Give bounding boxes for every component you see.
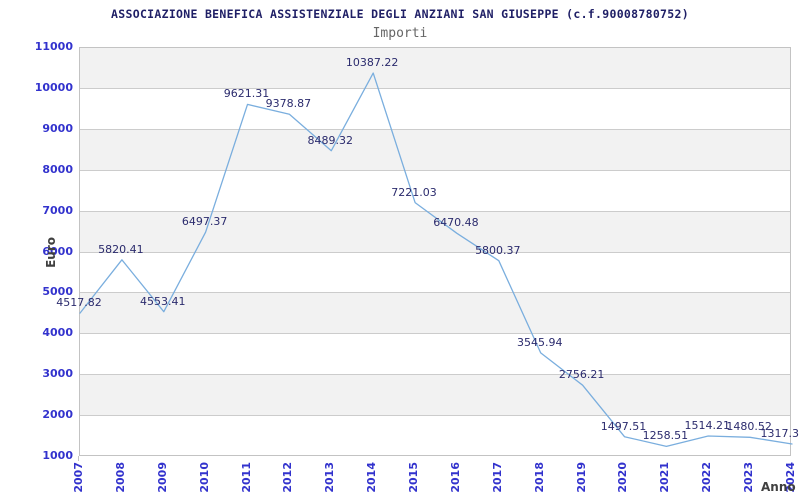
value-label: 6470.48	[433, 216, 479, 230]
value-label: 2756.21	[558, 368, 605, 382]
y-tick-label: 3000	[42, 367, 73, 381]
value-label: 5800.37	[475, 243, 521, 257]
value-label: 7221.03	[391, 185, 437, 199]
x-tick-label: 2014	[365, 462, 379, 493]
x-tick-label: 2008	[113, 462, 127, 493]
y-tick-label: 4000	[42, 326, 73, 340]
value-label: 1258.51	[642, 429, 689, 443]
trend-line	[79, 72, 793, 448]
gridline	[80, 374, 790, 376]
gridline	[80, 292, 790, 294]
gridline	[80, 87, 790, 89]
plot-band	[80, 129, 790, 171]
y-tick-label: 7000	[42, 203, 73, 217]
x-tick-label: 2021	[658, 462, 672, 493]
x-tick-label: 2007	[72, 462, 85, 493]
x-tick-label: 2009	[155, 462, 169, 493]
line-svg	[79, 72, 793, 448]
y-tick-label: 1000	[42, 449, 73, 462]
value-label: 4553.41	[140, 294, 186, 308]
y-tick-label: 2000	[42, 408, 73, 422]
gridline	[80, 415, 790, 417]
gridline	[80, 333, 790, 335]
value-label: 1317.3	[760, 427, 800, 441]
x-tick-label: 2019	[574, 462, 588, 493]
x-tick-label: 2013	[323, 462, 337, 493]
plot-band	[80, 375, 790, 417]
value-label: 1514.21	[684, 418, 730, 432]
x-tick-label: 2010	[197, 462, 211, 493]
value-label: 6497.37	[181, 215, 228, 229]
x-tick-label: 2023	[742, 462, 756, 493]
value-label: 10387.22	[345, 56, 399, 70]
chart-title: ASSOCIAZIONE BENEFICA ASSISTENZIALE DEGL…	[111, 7, 689, 21]
plot-band	[80, 293, 790, 335]
x-tick-label: 2012	[281, 462, 295, 493]
value-label: 9621.31	[223, 87, 270, 101]
x-tick-label: 2016	[448, 462, 462, 493]
gridline	[80, 210, 790, 212]
value-label: 5820.41	[98, 242, 144, 256]
y-tick-label: 9000	[42, 121, 73, 135]
chart-subtitle: Importi	[372, 26, 428, 41]
value-label: 9378.87	[265, 97, 312, 111]
value-label: 1497.51	[600, 419, 647, 433]
y-tick-label: 6000	[42, 244, 73, 258]
x-axis-title: Anno	[761, 480, 796, 494]
y-tick-label: 10000	[34, 80, 73, 94]
x-tick-label: 2017	[490, 462, 504, 493]
y-tick-label: 8000	[42, 162, 73, 176]
x-tick-label: 2015	[407, 462, 421, 493]
gridline	[80, 169, 790, 171]
plot-area	[79, 47, 793, 456]
value-label: 1480.52	[726, 420, 772, 434]
x-tick-label: 2020	[616, 462, 630, 493]
x-tick-label: 2022	[700, 462, 714, 493]
value-label: 8489.32	[307, 133, 354, 147]
value-label: 3545.94	[516, 335, 563, 349]
x-tick-label: 2018	[532, 462, 546, 493]
plot-band	[80, 48, 790, 89]
y-axis-title: Euro	[44, 237, 58, 268]
axis-corner-tick	[78, 456, 79, 461]
y-tick-label: 5000	[42, 285, 73, 299]
gridline	[80, 251, 790, 253]
value-label: 4517.82	[56, 296, 102, 310]
gridline	[80, 128, 790, 130]
x-tick-label: 2011	[239, 462, 253, 493]
y-tick-label: 11000	[34, 40, 73, 53]
